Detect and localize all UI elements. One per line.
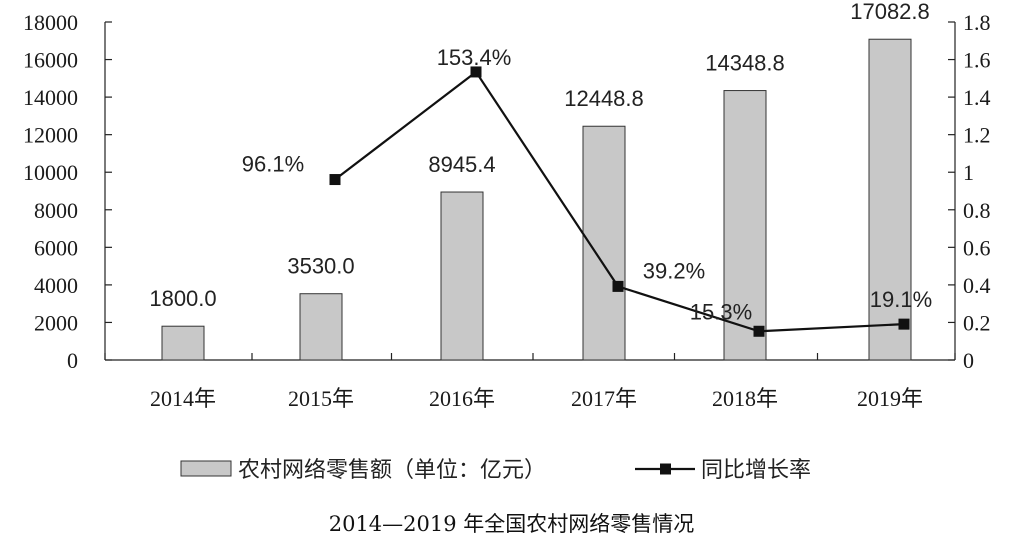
right-tick-label: 1.2 (963, 123, 991, 148)
figure-caption: 2014—2019 年全国农村网络零售情况 (328, 512, 695, 536)
right-tick-label: 1.6 (963, 48, 991, 73)
legend-bar-label: 农村网络零售额（单位：亿元） (238, 458, 546, 483)
legend-line-label: 同比增长率 (701, 458, 811, 483)
growth-line (329, 66, 910, 337)
growth-value-label: 153.4% (437, 45, 512, 70)
bar-labels: 1800.0 3530.0 8945.4 12448.8 14348.8 17082.8 (149, 0, 929, 311)
growth-value-label: 19.1% (870, 287, 932, 312)
axes: 0 2000 4000 6000 8000 10000 12000 14000 16000 180… (23, 10, 991, 411)
growth-point (470, 66, 482, 78)
bar (161, 325, 205, 361)
right-tick-label: 1.8 (963, 10, 991, 35)
right-tick-label: 1.4 (963, 85, 991, 110)
bar-value-label: 1800.0 (149, 286, 216, 311)
left-tick-label: 18000 (23, 10, 78, 35)
x-tick-label: 2016年 (429, 386, 495, 411)
growth-labels: 96.1% 153.4% 39.2% 15.3% 19.1% (242, 45, 932, 324)
legend-line-marker (660, 463, 671, 475)
growth-value-label: 39.2% (643, 258, 705, 283)
left-tick-label: 16000 (23, 48, 78, 73)
left-tick-label: 8000 (34, 198, 78, 223)
right-tick-label: 0.4 (963, 273, 991, 298)
right-tick-label: 0.6 (963, 235, 991, 260)
bar (723, 90, 767, 361)
bar-value-label: 12448.8 (564, 86, 644, 111)
growth-point (612, 280, 624, 292)
bar (299, 293, 343, 361)
right-tick-label: 0 (963, 348, 974, 373)
x-tick-label: 2014年 (150, 386, 216, 411)
x-tick-label: 2019年 (857, 386, 923, 411)
left-tick-label: 0 (67, 348, 78, 373)
legend: 农村网络零售额（单位：亿元） 同比增长率 (180, 458, 811, 483)
growth-value-label: 96.1% (242, 152, 304, 177)
bar-value-label: 8945.4 (428, 152, 495, 177)
left-tick-label: 4000 (34, 273, 78, 298)
bar-value-label: 17082.8 (850, 0, 930, 24)
right-tick-label: 1 (963, 160, 974, 185)
bar-value-label: 3530.0 (287, 254, 354, 279)
bar-value-label: 14348.8 (705, 51, 785, 76)
x-tick-label: 2017年 (571, 386, 637, 411)
left-tick-label: 2000 (34, 310, 78, 335)
x-tick-label: 2015年 (288, 386, 354, 411)
growth-value-label: 15.3% (690, 299, 752, 324)
bar (440, 191, 484, 361)
left-tick-label: 10000 (23, 160, 78, 185)
left-tick-label: 14000 (23, 85, 78, 110)
right-tick-label: 0.2 (963, 310, 991, 335)
left-tick-label: 6000 (34, 235, 78, 260)
left-tick-label: 12000 (23, 123, 78, 148)
right-tick-label: 0.8 (963, 198, 991, 223)
growth-point (898, 318, 910, 330)
x-tick-label: 2018年 (712, 386, 778, 411)
bars (161, 38, 912, 361)
bar (868, 38, 912, 361)
growth-point (329, 174, 341, 186)
legend-bar-swatch (180, 460, 232, 477)
growth-point (753, 325, 765, 337)
